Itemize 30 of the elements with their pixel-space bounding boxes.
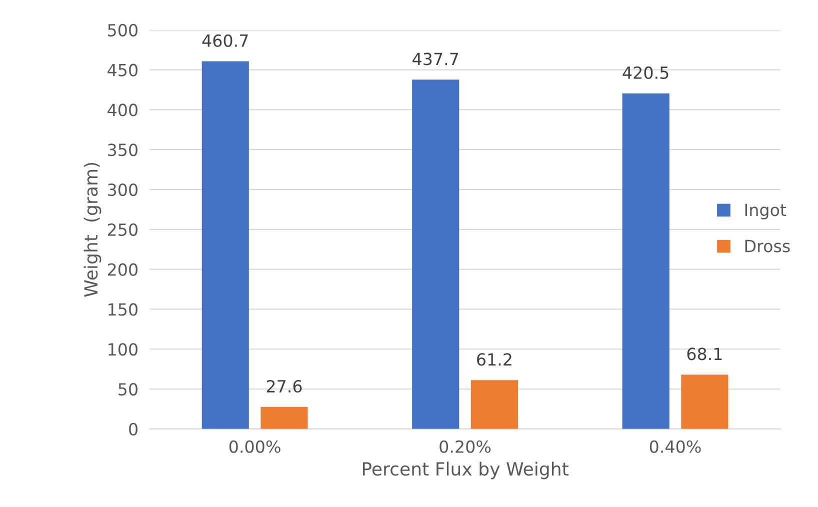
y-tick-label: 300 <box>108 183 138 196</box>
y-tick-label: 100 <box>108 343 138 356</box>
y-tick-label: 500 <box>108 24 138 36</box>
data-label: 68.1 <box>687 348 722 360</box>
y-axis-title: Weight (gram) <box>84 162 102 297</box>
bar <box>260 406 308 429</box>
data-label: 437.7 <box>412 52 458 66</box>
bar <box>202 61 249 429</box>
x-tick-label: 0.40% <box>650 440 701 453</box>
x-axis-title: Percent Flux by Weight <box>362 462 568 480</box>
legend-label: Ingot <box>745 204 786 220</box>
bar <box>412 80 460 429</box>
y-tick-label: 150 <box>108 303 138 316</box>
y-tick-label: 250 <box>108 223 138 236</box>
y-tick-label: 450 <box>108 64 138 76</box>
y-tick-label: 200 <box>108 263 138 276</box>
y-tick-label: 400 <box>108 104 138 116</box>
y-tick-label: 350 <box>108 144 138 156</box>
x-tick-label: 0.00% <box>229 440 280 453</box>
data-label: 61.2 <box>477 353 512 366</box>
bar <box>470 380 518 429</box>
x-tick-label: 0.20% <box>440 440 491 453</box>
data-label: 420.5 <box>622 66 668 80</box>
legend-label: Dross <box>745 240 790 252</box>
data-label: 27.6 <box>266 380 302 393</box>
bar <box>681 374 728 429</box>
data-label: 460.7 <box>202 34 248 47</box>
y-tick-label: 0 <box>129 422 138 436</box>
y-tick-label: 50 <box>118 382 138 396</box>
bar <box>622 93 670 429</box>
